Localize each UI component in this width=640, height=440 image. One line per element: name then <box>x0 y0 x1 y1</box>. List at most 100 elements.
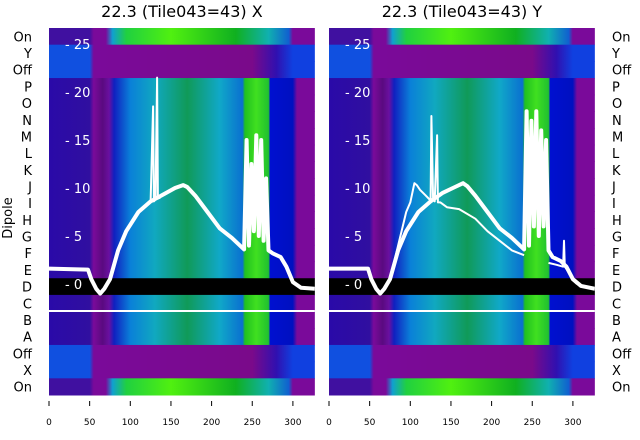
x-tick-label: 50 <box>84 418 96 428</box>
row-label: Off <box>612 347 632 362</box>
row-label: Off <box>612 64 632 79</box>
x-tick-label: 250 <box>524 418 541 428</box>
row-label: J <box>27 180 32 195</box>
x-tick-label: 200 <box>203 418 220 428</box>
heatmap-row-p <box>49 78 315 96</box>
row-label: G <box>22 231 32 246</box>
row-label: X <box>23 364 32 379</box>
overlay-y-tick: - 0 <box>65 278 82 293</box>
row-label: G <box>612 231 622 246</box>
x-tick-label: 300 <box>284 418 301 428</box>
x-tick-label: 300 <box>564 418 581 428</box>
heatmap-row-off <box>329 61 595 79</box>
row-label: O <box>612 97 622 112</box>
heatmap-row-y <box>329 44 595 62</box>
overlay-y-tick: - 0 <box>345 278 362 293</box>
heatmap-row-b <box>49 311 315 329</box>
x-tick-label: 100 <box>402 418 419 428</box>
heatmap-row-a <box>49 328 315 346</box>
heatmap-row-b <box>329 311 595 329</box>
row-label: E <box>612 264 620 279</box>
row-label: I <box>28 197 32 212</box>
row-label: On <box>14 30 32 45</box>
overlay-y-tick: - 15 <box>65 134 90 149</box>
heatmap-row-o <box>49 94 315 112</box>
row-label: H <box>612 214 622 229</box>
row-label: On <box>612 30 630 45</box>
row-label: N <box>22 114 32 129</box>
row-label: M <box>21 130 32 145</box>
heatmap-row-g <box>49 228 315 246</box>
y-axis-label: Dipole <box>1 197 16 238</box>
x-tick-label: 0 <box>326 418 332 428</box>
heatmap-row-on <box>329 378 595 396</box>
overlay-y-tick: - 10 <box>65 182 90 197</box>
series-line-main <box>329 109 595 296</box>
series-line-spike <box>149 76 161 203</box>
heatmap-row-a <box>329 328 595 346</box>
row-label: Y <box>23 47 32 62</box>
x-tick-label: 200 <box>483 418 500 428</box>
heatmap-row-d <box>329 278 595 296</box>
row-label: H <box>22 214 32 229</box>
row-label: N <box>612 114 622 129</box>
overlay-y-tick: - 25 <box>345 38 370 53</box>
heatmap-row-c <box>329 294 595 313</box>
heatmap-row-y <box>49 44 315 62</box>
x-tick-label: 100 <box>122 418 139 428</box>
row-label: On <box>14 381 32 396</box>
heatmap-row-off <box>49 61 315 79</box>
x-tick-label: 250 <box>244 418 261 428</box>
row-label: C <box>23 297 32 312</box>
overlay-y-tick: - 10 <box>345 182 370 197</box>
x-tick-label: 0 <box>46 418 52 428</box>
row-label: F <box>25 247 32 262</box>
row-label: I <box>612 197 616 212</box>
heatmap-row-on <box>329 28 595 46</box>
row-label: On <box>612 381 630 396</box>
row-label: P <box>24 80 32 95</box>
row-label: L <box>25 147 33 162</box>
row-label: F <box>612 247 619 262</box>
overlay-y-tick: - 5 <box>65 230 82 245</box>
row-label: E <box>24 264 32 279</box>
heatmap-row-p <box>329 78 595 96</box>
x-tick-label: 150 <box>162 418 179 428</box>
row-label: C <box>612 297 621 312</box>
row-label: Off <box>13 347 33 362</box>
heatmap-row-n <box>49 111 315 129</box>
overlay-y-tick: - 5 <box>345 230 362 245</box>
heatmap-row-off <box>329 344 595 363</box>
row-label: P <box>612 80 620 95</box>
heatmap-row-c <box>49 294 315 313</box>
row-label: D <box>22 281 32 296</box>
row-label: A <box>23 331 32 346</box>
heatmap-row-n <box>329 111 595 129</box>
row-label: L <box>612 147 620 162</box>
row-label: X <box>612 364 621 379</box>
panel-title: 22.3 (Tile043=43) X <box>101 2 263 21</box>
row-label: O <box>22 97 32 112</box>
row-label: M <box>612 130 623 145</box>
overlay-y-tick: - 20 <box>65 86 90 101</box>
series-line-tail-spike <box>548 239 578 285</box>
row-label: A <box>612 331 621 346</box>
row-label: Y <box>611 47 620 62</box>
row-label: Off <box>13 64 33 79</box>
series-line-main <box>49 133 315 296</box>
panel-title: 22.3 (Tile043=43) Y <box>382 2 543 21</box>
row-label: D <box>612 281 622 296</box>
series-line-secondary <box>389 115 525 280</box>
row-label: B <box>23 314 32 329</box>
row-label: K <box>612 164 621 179</box>
heatmap-row-x <box>329 361 595 379</box>
heatmap-row-d <box>49 278 315 296</box>
heatmap-row-i <box>49 194 315 212</box>
overlay-y-tick: - 20 <box>345 86 370 101</box>
heatmap-row-h <box>49 211 315 229</box>
row-label: K <box>23 164 32 179</box>
overlay-y-tick: - 15 <box>345 134 370 149</box>
